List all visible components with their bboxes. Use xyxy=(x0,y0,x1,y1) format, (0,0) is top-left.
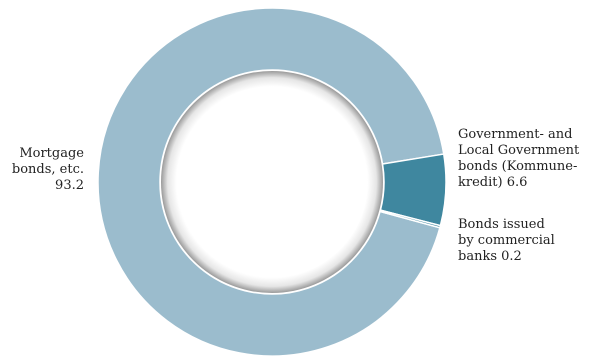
donut-slices xyxy=(97,7,447,357)
label-government-bonds: Government- and Local Government bonds (… xyxy=(458,127,580,190)
slice-mortgage-bonds xyxy=(97,7,445,357)
label-commercial-bank-bonds: Bonds issued by commercial banks 0.2 xyxy=(458,217,555,264)
slice-commercial-bank-bonds xyxy=(379,209,442,229)
label-mortgage-bonds: Mortgage bonds, etc. 93.2 xyxy=(11,146,84,193)
donut-hole xyxy=(161,71,383,293)
